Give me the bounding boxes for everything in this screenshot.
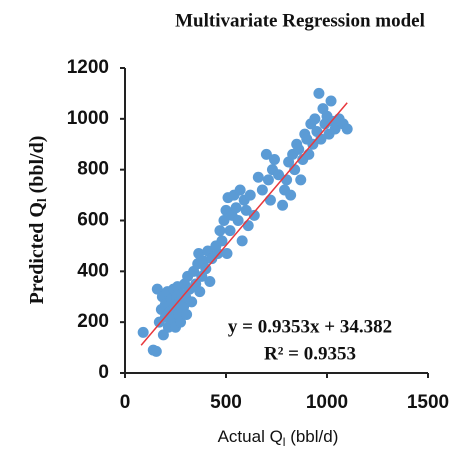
- point: [221, 248, 233, 260]
- x-label-unit: (bbl/d): [285, 427, 338, 446]
- point: [242, 220, 254, 232]
- x-tick-label: 0: [120, 392, 131, 413]
- point: [303, 148, 315, 160]
- x-label-main: Actual Q: [218, 427, 283, 446]
- y-tick-label: 400: [77, 260, 109, 281]
- point: [181, 309, 193, 321]
- point: [232, 215, 244, 226]
- point: [313, 87, 325, 99]
- point: [186, 296, 198, 308]
- annotation: R² = 0.9353: [264, 343, 356, 364]
- x-tick-label: 1500: [407, 392, 449, 413]
- point: [218, 215, 230, 226]
- point: [281, 174, 293, 186]
- point: [194, 286, 206, 298]
- point: [256, 184, 268, 196]
- x-label-sub: l: [283, 435, 286, 449]
- point: [293, 143, 305, 155]
- point: [236, 235, 248, 247]
- point: [260, 148, 272, 160]
- y-axis-label: Predicted Ql (bbl/d): [26, 136, 49, 305]
- y-tick-label: 0: [98, 362, 109, 383]
- chart-title: Multivariate Regression model: [175, 10, 425, 31]
- y-tick-label: 1200: [67, 57, 109, 78]
- point: [285, 189, 297, 201]
- point: [204, 276, 216, 287]
- point: [230, 202, 242, 214]
- point: [309, 113, 321, 125]
- x-tick-label: 500: [210, 392, 242, 413]
- point: [277, 199, 289, 211]
- y-tick-label: 1000: [67, 108, 109, 129]
- point: [295, 174, 307, 186]
- point: [329, 123, 341, 135]
- point: [244, 189, 256, 201]
- point: [137, 326, 149, 338]
- point: [150, 345, 162, 357]
- y-tick-label: 600: [77, 210, 109, 231]
- point: [224, 225, 236, 237]
- point: [214, 225, 226, 237]
- point: [325, 95, 337, 107]
- y-tick-label: 200: [77, 311, 109, 332]
- point: [234, 184, 246, 196]
- annotation: y = 0.9353x + 34.382: [228, 316, 392, 337]
- point: [273, 169, 285, 181]
- y-label-sub: l: [34, 198, 49, 202]
- point: [268, 154, 280, 165]
- trendline: [140, 102, 348, 346]
- point: [341, 123, 353, 135]
- y-label-main: Predicted Q: [26, 202, 48, 304]
- point: [248, 209, 260, 221]
- point: [240, 204, 252, 216]
- y-label-unit: (bbl/d): [26, 136, 48, 199]
- point: [262, 174, 274, 186]
- y-tick-label: 800: [77, 159, 109, 180]
- point: [252, 171, 264, 183]
- x-axis-label: Actual Ql (bbl/d): [218, 427, 339, 449]
- point: [264, 194, 276, 206]
- x-tick-label: 1000: [306, 392, 348, 413]
- point: [216, 235, 228, 247]
- point: [175, 316, 187, 328]
